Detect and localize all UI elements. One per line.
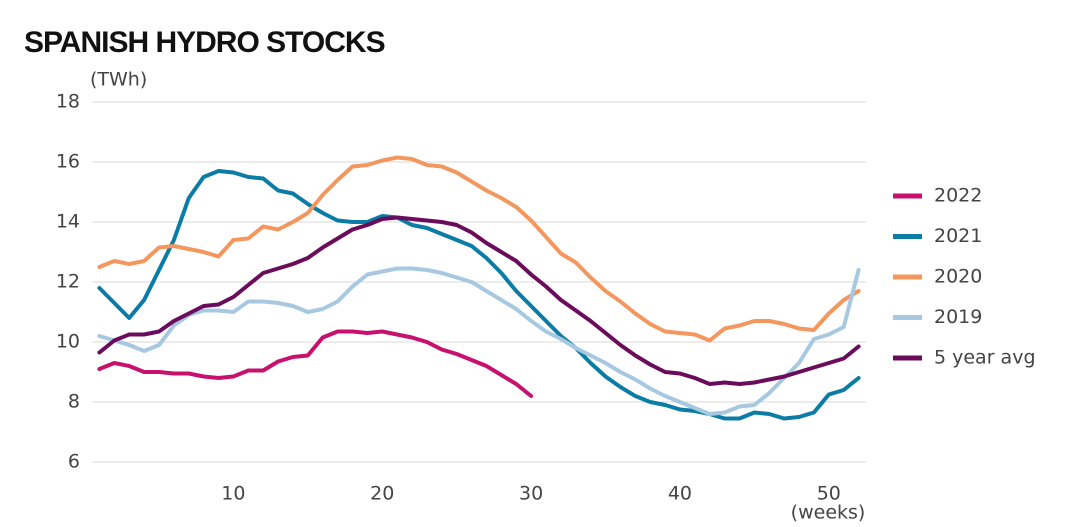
y-tick-label: 12 <box>56 271 80 293</box>
x-tick-label: 20 <box>370 483 394 505</box>
x-tick-label: 10 <box>221 483 245 505</box>
legend-label: 2020 <box>934 266 982 288</box>
series-line <box>97 329 534 398</box>
series-line <box>97 215 861 386</box>
legend-label: 2019 <box>934 306 982 328</box>
x-tick-label: 40 <box>668 483 692 505</box>
y-tick-label: 8 <box>68 391 80 413</box>
x-axis-label: (weeks) <box>791 502 866 524</box>
y-tick-label: 18 <box>56 91 80 113</box>
y-tick-label: 6 <box>68 451 80 473</box>
y-tick-label: 14 <box>56 211 80 233</box>
legend-label: 2022 <box>934 185 982 207</box>
series-line <box>97 266 861 416</box>
series-line <box>97 169 861 421</box>
y-axis-label: (TWh) <box>90 69 147 91</box>
legend-label: 5 year avg <box>934 347 1036 369</box>
legend-label: 2021 <box>934 225 982 247</box>
x-tick-label: 50 <box>817 483 841 505</box>
y-tick-label: 10 <box>56 331 80 353</box>
y-tick-label: 16 <box>56 151 80 173</box>
chart-title: SPANISH HYDRO STOCKS <box>24 26 385 59</box>
x-tick-label: 30 <box>519 483 543 505</box>
series-line <box>97 155 861 343</box>
